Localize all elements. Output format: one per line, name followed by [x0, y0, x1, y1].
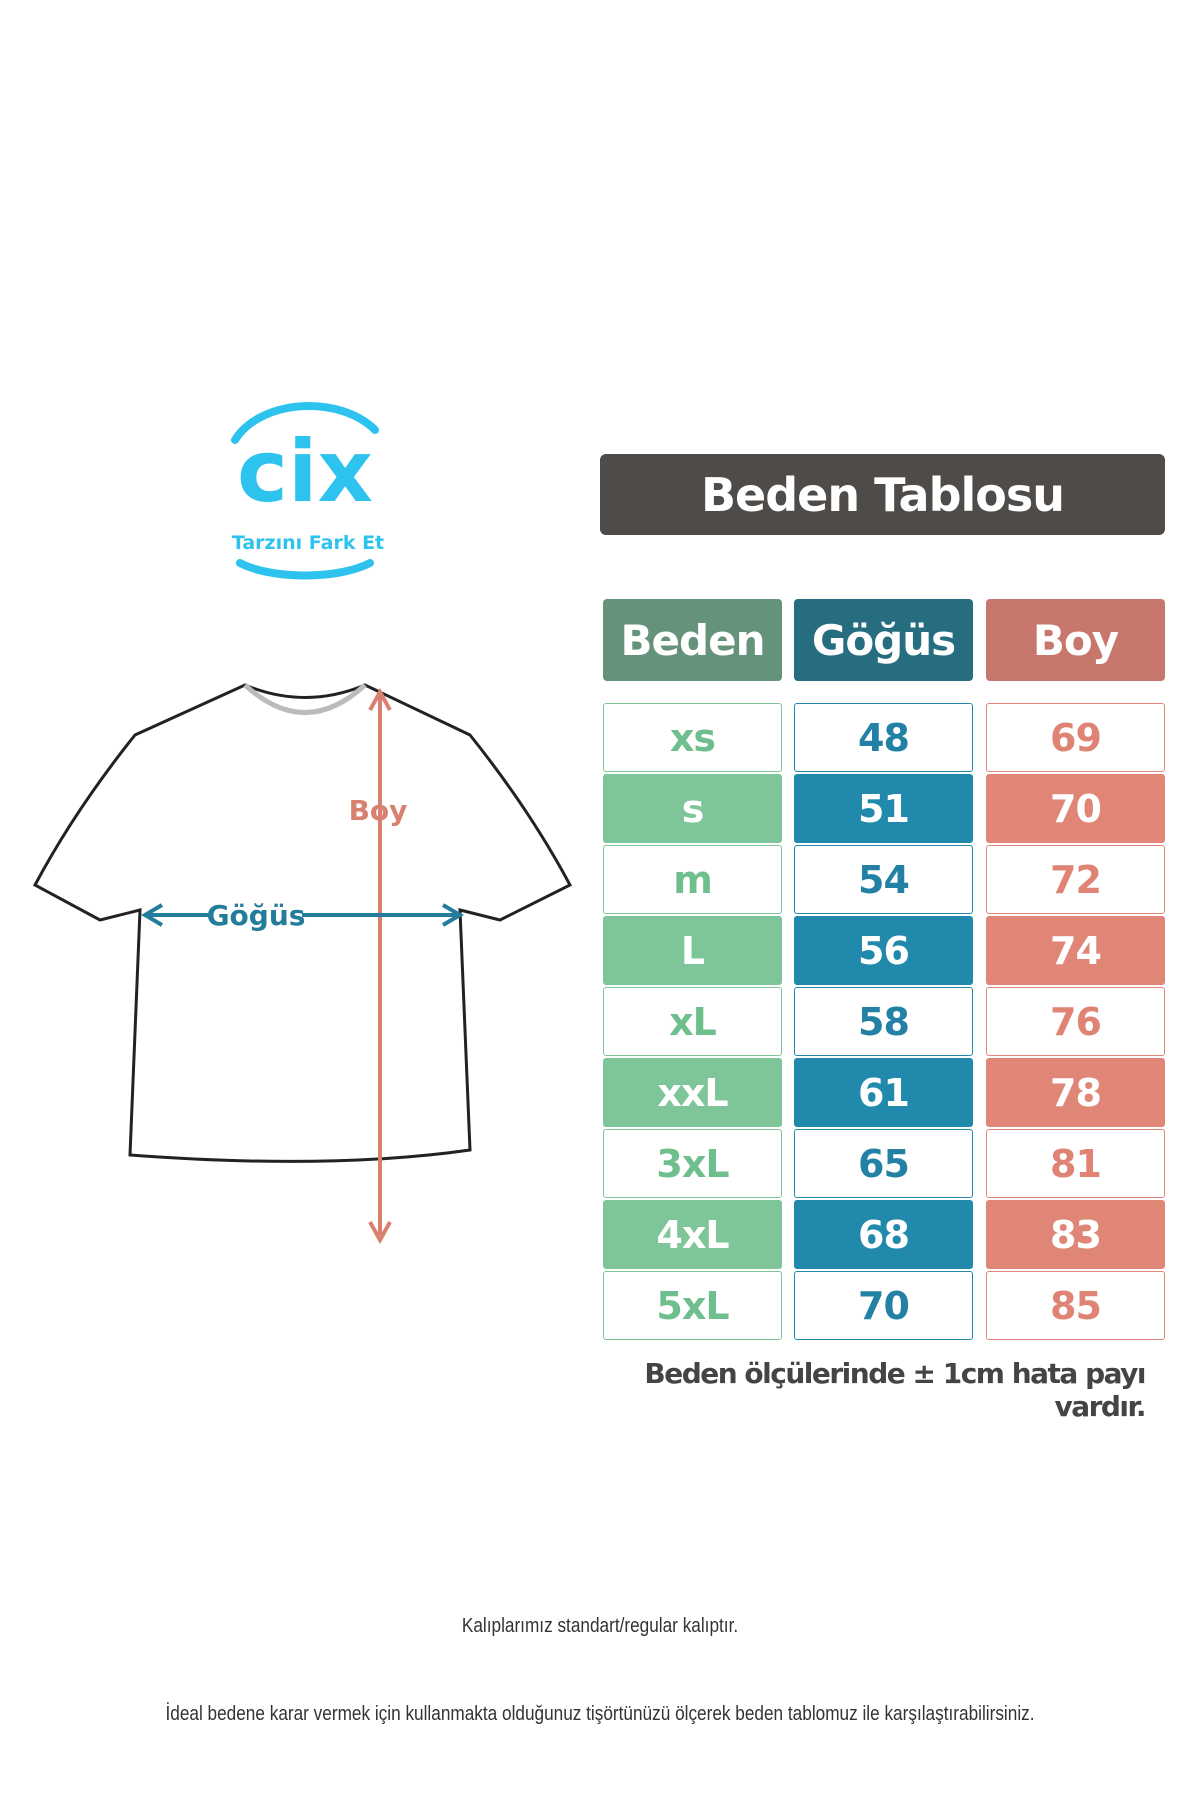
cell-size: 3xL [603, 1129, 782, 1198]
cell-length: 83 [986, 1200, 1165, 1269]
brand-logo: cix Tarzını Fark Et [231, 402, 384, 580]
cell-size: 4xL [603, 1200, 782, 1269]
cell-length: 76 [986, 987, 1165, 1056]
header-length: Boy [986, 599, 1165, 681]
cell-chest: 51 [794, 774, 973, 843]
chart-title: Beden Tablosu [600, 454, 1165, 535]
cell-length: 74 [986, 916, 1165, 985]
cell-size: xxL [603, 1058, 782, 1127]
cell-chest: 65 [794, 1129, 973, 1198]
logo-tagline: Tarzını Fark Et [232, 532, 384, 554]
cell-length: 85 [986, 1271, 1165, 1340]
cell-size: s [603, 774, 782, 843]
header-size: Beden [603, 599, 782, 681]
cell-chest: 54 [794, 845, 973, 914]
tshirt-illustration: Göğüs Boy [32, 683, 573, 1245]
cell-length: 70 [986, 774, 1165, 843]
cell-size: 5xL [603, 1271, 782, 1340]
cell-length: 78 [986, 1058, 1165, 1127]
header-chest: Göğüs [794, 599, 973, 681]
cell-chest: 70 [794, 1271, 973, 1340]
cell-chest: 48 [794, 703, 973, 772]
footer-line-2: İdeal bedene karar vermek için kullanmak… [165, 1703, 1035, 1725]
tolerance-note: Beden ölçülerinde ± 1cm hata payı vardır… [644, 1357, 1146, 1423]
logo-text: cix [237, 422, 373, 522]
cell-chest: 58 [794, 987, 973, 1056]
length-label: Boy [349, 794, 408, 827]
cell-size: xL [603, 987, 782, 1056]
cell-chest: 56 [794, 916, 973, 985]
cell-size: xs [603, 703, 782, 772]
cell-length: 72 [986, 845, 1165, 914]
footer-line-1: Kalıplarımız standart/regular kalıptır. [461, 1615, 739, 1637]
cell-chest: 61 [794, 1058, 973, 1127]
chest-label: Göğüs [207, 899, 306, 932]
cell-chest: 68 [794, 1200, 973, 1269]
cell-length: 81 [986, 1129, 1165, 1198]
cell-length: 69 [986, 703, 1165, 772]
cell-size: L [603, 916, 782, 985]
cell-size: m [603, 845, 782, 914]
